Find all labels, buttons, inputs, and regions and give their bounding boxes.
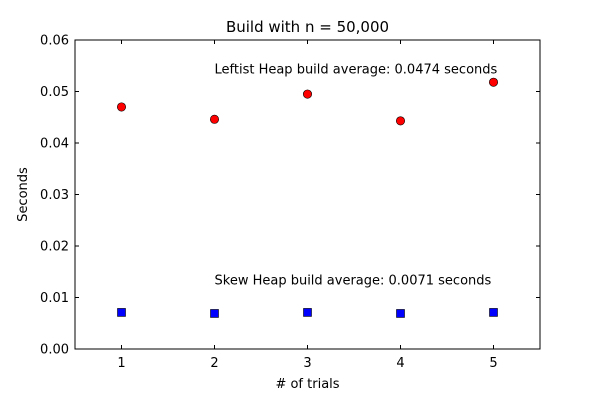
series-1-point bbox=[210, 114, 220, 124]
series-1-point bbox=[117, 102, 127, 112]
x-tick-label: 1 bbox=[117, 356, 125, 371]
y-tick-label: 0.03 bbox=[40, 188, 69, 203]
y-tick-label: 0.00 bbox=[40, 343, 69, 358]
y-tick-label: 0.04 bbox=[40, 137, 69, 152]
series-1-point bbox=[395, 116, 405, 126]
y-tick-label: 0.06 bbox=[40, 34, 69, 49]
series-2-point bbox=[396, 309, 405, 318]
series-1-point bbox=[488, 77, 498, 87]
annotation-text: Skew Heap build average: 0.0071 seconds bbox=[215, 274, 492, 289]
plot-frame bbox=[74, 39, 541, 350]
y-tick-label: 0.05 bbox=[40, 85, 69, 100]
x-axis-label: # of trials bbox=[275, 377, 339, 392]
x-tick-label: 5 bbox=[489, 356, 497, 371]
y-tick-label: 0.02 bbox=[40, 240, 69, 255]
x-tick-label: 3 bbox=[303, 356, 311, 371]
series-1-point bbox=[302, 89, 312, 99]
series-2-point bbox=[117, 308, 126, 317]
series-2-point bbox=[303, 308, 312, 317]
data-marks bbox=[117, 77, 498, 318]
series-2-point bbox=[210, 309, 219, 318]
annotation-text: Leftist Heap build average: 0.0474 secon… bbox=[215, 62, 498, 77]
axis-ticks: 1 2 3 4 5 0.00 0.01 0.02 0.03 0.04 0.05 0.06 bbox=[40, 34, 540, 371]
y-axis-label: Seconds bbox=[16, 167, 31, 222]
x-tick-label: 2 bbox=[210, 356, 218, 371]
x-tick-label: 4 bbox=[396, 356, 404, 371]
series-2-point bbox=[489, 308, 498, 317]
chart-annotations: Leftist Heap build average: 0.0474 secon… bbox=[215, 62, 498, 288]
y-tick-label: 0.01 bbox=[40, 291, 69, 306]
chart-title: Build with n = 50,000 bbox=[226, 18, 389, 36]
